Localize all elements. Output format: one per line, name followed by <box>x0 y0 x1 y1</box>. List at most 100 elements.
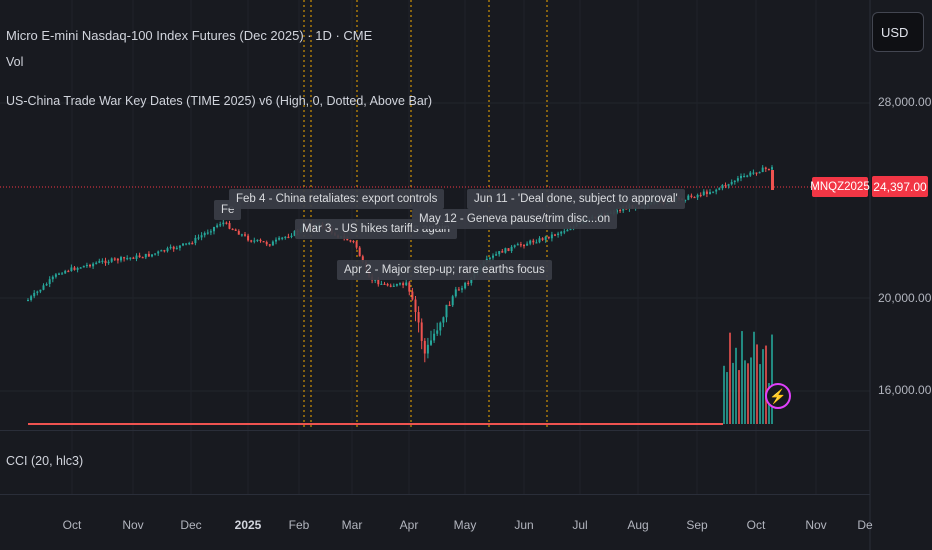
candle-body <box>448 304 451 307</box>
candle-body <box>36 291 39 293</box>
candle-body <box>386 284 389 286</box>
time-axis-label: Nov <box>805 518 827 532</box>
candle-body <box>67 270 70 273</box>
symbol-title[interactable]: Micro E-mini Nasdaq-100 Index Futures (D… <box>6 28 373 43</box>
candle-body <box>352 240 355 243</box>
candle-body <box>151 254 153 257</box>
candle-body <box>166 248 169 252</box>
candle-body <box>461 288 463 290</box>
indicator-legend[interactable]: US-China Trade War Key Dates (TIME 2025)… <box>6 94 433 108</box>
candle-body <box>355 241 358 248</box>
candle-body <box>73 267 76 270</box>
candle-body <box>92 263 95 267</box>
cci-legend[interactable]: CCI (20, hlc3) <box>6 454 84 468</box>
candle-body <box>135 255 138 259</box>
candle-body <box>120 257 122 261</box>
candle-body <box>197 237 200 239</box>
candle-body <box>82 265 85 268</box>
candle-body <box>259 239 262 242</box>
candle-body <box>507 248 510 252</box>
candle-body <box>290 235 293 237</box>
candle-body <box>234 229 237 231</box>
currency-button[interactable]: USD <box>872 12 924 52</box>
candle-body <box>30 296 33 300</box>
candle-body <box>715 189 718 192</box>
candle-body <box>240 234 243 236</box>
candle-body <box>129 257 132 259</box>
candle-body <box>690 195 693 197</box>
time-axis-label: Jul <box>572 518 588 532</box>
candle-body <box>501 251 504 253</box>
candle-body <box>510 246 513 252</box>
volume-bar <box>744 360 746 424</box>
candle-body <box>619 209 622 212</box>
event-label-jun-11[interactable]: Jun 11 - 'Deal done, subject to approval… <box>467 189 685 209</box>
time-axis-label: Oct <box>62 518 82 532</box>
candle-body <box>771 167 773 170</box>
candle-body <box>467 282 470 285</box>
candle-body <box>138 255 141 258</box>
candle-body <box>219 224 222 226</box>
candle-body <box>48 279 51 284</box>
candle-body <box>293 230 296 236</box>
candle-body <box>492 255 494 258</box>
lightning-bolt-icon[interactable]: ⚡ <box>765 383 791 409</box>
volume-bar <box>756 344 758 424</box>
candle-body <box>163 250 166 252</box>
candle-body <box>532 240 535 243</box>
candle-body <box>544 236 547 240</box>
candle-body <box>169 246 172 249</box>
candle-body <box>98 261 101 263</box>
candle-body <box>445 304 448 318</box>
candle-body <box>33 292 36 297</box>
candle-body <box>209 231 212 233</box>
candle-body <box>743 175 746 178</box>
candle-body <box>110 258 113 262</box>
volume-bar <box>732 362 734 424</box>
candle-body <box>42 285 45 290</box>
candle-body <box>113 258 116 260</box>
volume-bar <box>735 347 737 424</box>
volume-bar <box>765 345 767 424</box>
event-label-apr-2[interactable]: Apr 2 - Major step-up; rare earths focus <box>337 260 552 280</box>
time-axis-label: Oct <box>746 518 766 532</box>
candle-body <box>560 231 563 234</box>
candle-body <box>132 257 135 259</box>
candle-body <box>147 253 150 257</box>
candle-body <box>123 257 126 259</box>
candle-body <box>104 260 107 264</box>
volume-bar <box>762 349 764 424</box>
candle-body <box>222 222 225 225</box>
candle-body <box>45 283 48 286</box>
candle-body <box>696 194 699 198</box>
volume-legend[interactable]: Vol <box>6 55 24 69</box>
candle-body <box>58 273 60 275</box>
candle-body <box>417 312 420 323</box>
candle-body <box>383 283 386 285</box>
event-label-feb-4[interactable]: Feb 4 - China retaliates: export control… <box>229 189 445 209</box>
candle-body <box>247 235 250 241</box>
volume-bar <box>759 364 761 424</box>
volume-bar <box>729 332 731 424</box>
candle-body <box>740 175 742 179</box>
candle-body <box>513 245 516 247</box>
candle-body <box>752 172 755 174</box>
candle-body <box>284 236 287 239</box>
candle-body <box>721 185 724 189</box>
candle-body <box>724 185 727 187</box>
candle-body <box>442 317 445 323</box>
candle-body <box>733 180 736 183</box>
candle-body <box>160 250 163 252</box>
candle-body <box>250 240 253 242</box>
candle-body <box>426 344 429 354</box>
candle-body <box>457 289 460 291</box>
candle-body <box>188 242 191 245</box>
pane-separator[interactable] <box>0 430 870 431</box>
volume-bar <box>771 334 773 424</box>
event-label-may-12[interactable]: May 12 - Geneva pause/trim disc...on <box>412 209 618 229</box>
candle-body <box>39 289 42 292</box>
time-axis-label: Dec <box>180 518 202 532</box>
candle-body <box>157 251 160 254</box>
candle-body <box>761 167 764 173</box>
